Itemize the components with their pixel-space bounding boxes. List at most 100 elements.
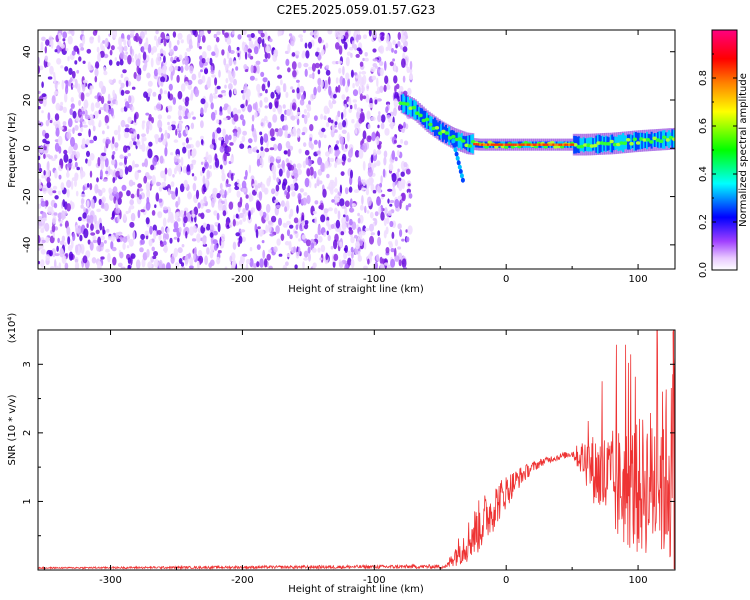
noise-speck [401, 182, 405, 190]
noise-speck [69, 77, 73, 83]
noise-speck [232, 135, 237, 142]
noise-speck [163, 90, 168, 95]
noise-speck [267, 121, 272, 129]
signal-core [630, 134, 633, 149]
noise-speck [309, 124, 314, 132]
noise-speck [147, 261, 153, 269]
noise-speck [112, 256, 117, 266]
signal-core [438, 120, 441, 140]
noise-speck [282, 104, 286, 109]
noise-speck [391, 187, 396, 197]
noise-speck [370, 176, 374, 186]
noise-speck [330, 224, 335, 229]
noise-speck [200, 212, 205, 220]
noise-speck [341, 216, 346, 225]
noise-speck [97, 156, 101, 167]
noise-speck [120, 82, 125, 89]
noise-speck [163, 244, 168, 254]
noise-speck [367, 196, 372, 207]
noise-speck [124, 166, 129, 175]
noise-speck [255, 228, 259, 239]
noise-speck [149, 123, 153, 131]
noise-speck [137, 183, 143, 189]
noise-speck [72, 165, 76, 170]
noise-speck [54, 49, 58, 53]
noise-speck [67, 56, 70, 62]
noise-speck [114, 142, 119, 148]
noise-speck [294, 50, 300, 56]
noise-speck [355, 53, 360, 58]
noise-speck [243, 176, 248, 180]
noise-speck [84, 114, 90, 120]
signal-max [528, 143, 531, 146]
noise-speck [384, 207, 388, 215]
noise-speck [108, 59, 113, 66]
signal-max [493, 143, 495, 146]
signal-peak [438, 131, 443, 135]
noise-speck [361, 230, 366, 236]
noise-speck [234, 186, 240, 191]
noise-speck [359, 61, 364, 67]
signal-core [413, 100, 416, 119]
noise-speck [100, 95, 105, 105]
noise-speck [394, 198, 400, 209]
signal-peak [576, 145, 581, 149]
noise-speck [171, 120, 177, 125]
noise-speck [338, 45, 343, 55]
signal-core [464, 136, 466, 149]
noise-speck [251, 178, 255, 189]
noise-speck [228, 201, 234, 210]
noise-speck [97, 260, 102, 269]
noise-speck [175, 212, 179, 218]
noise-speck [363, 265, 368, 269]
noise-speck [71, 239, 74, 249]
noise-speck [296, 129, 301, 138]
noise-speck [386, 114, 391, 119]
noise-speck [56, 58, 62, 65]
noise-speck [155, 104, 161, 109]
noise-speck [159, 155, 164, 164]
noise-speck [200, 161, 204, 165]
noise-speck [386, 84, 391, 90]
noise-speck [45, 39, 50, 46]
noise-speck [85, 92, 90, 97]
noise-speck [267, 80, 271, 88]
noise-speck [284, 240, 290, 246]
noise-speck [167, 167, 172, 177]
noise-speck [44, 200, 49, 207]
noise-speck [293, 217, 299, 224]
noise-speck [323, 232, 327, 237]
noise-speck [344, 103, 347, 110]
noise-speck [111, 30, 118, 39]
noise-speck [155, 30, 159, 35]
noise-speck [146, 197, 150, 205]
signal-core [427, 115, 430, 130]
noise-speck [129, 45, 133, 55]
noise-speck [379, 263, 385, 269]
noise-speck [397, 32, 401, 40]
noise-speck [366, 110, 371, 120]
noise-speck [394, 239, 398, 247]
noise-speck [75, 244, 78, 254]
noise-speck [221, 172, 226, 182]
noise-speck [68, 67, 73, 75]
noise-speck [124, 90, 130, 95]
noise-speck [259, 258, 264, 268]
noise-speck [94, 184, 99, 194]
noise-speck [350, 236, 355, 244]
noise-speck [274, 128, 279, 133]
noise-speck [145, 112, 150, 116]
noise-speck [92, 239, 98, 244]
noise-speck [249, 257, 254, 268]
noise-speck [64, 210, 68, 216]
signal-core [577, 136, 580, 153]
signal-max [491, 143, 493, 146]
noise-speck [161, 181, 167, 188]
noise-speck [298, 238, 301, 242]
noise-speck [184, 64, 189, 71]
noise-speck [44, 55, 48, 62]
noise-speck [348, 186, 353, 193]
signal-core [432, 119, 435, 132]
noise-speck [379, 45, 385, 54]
